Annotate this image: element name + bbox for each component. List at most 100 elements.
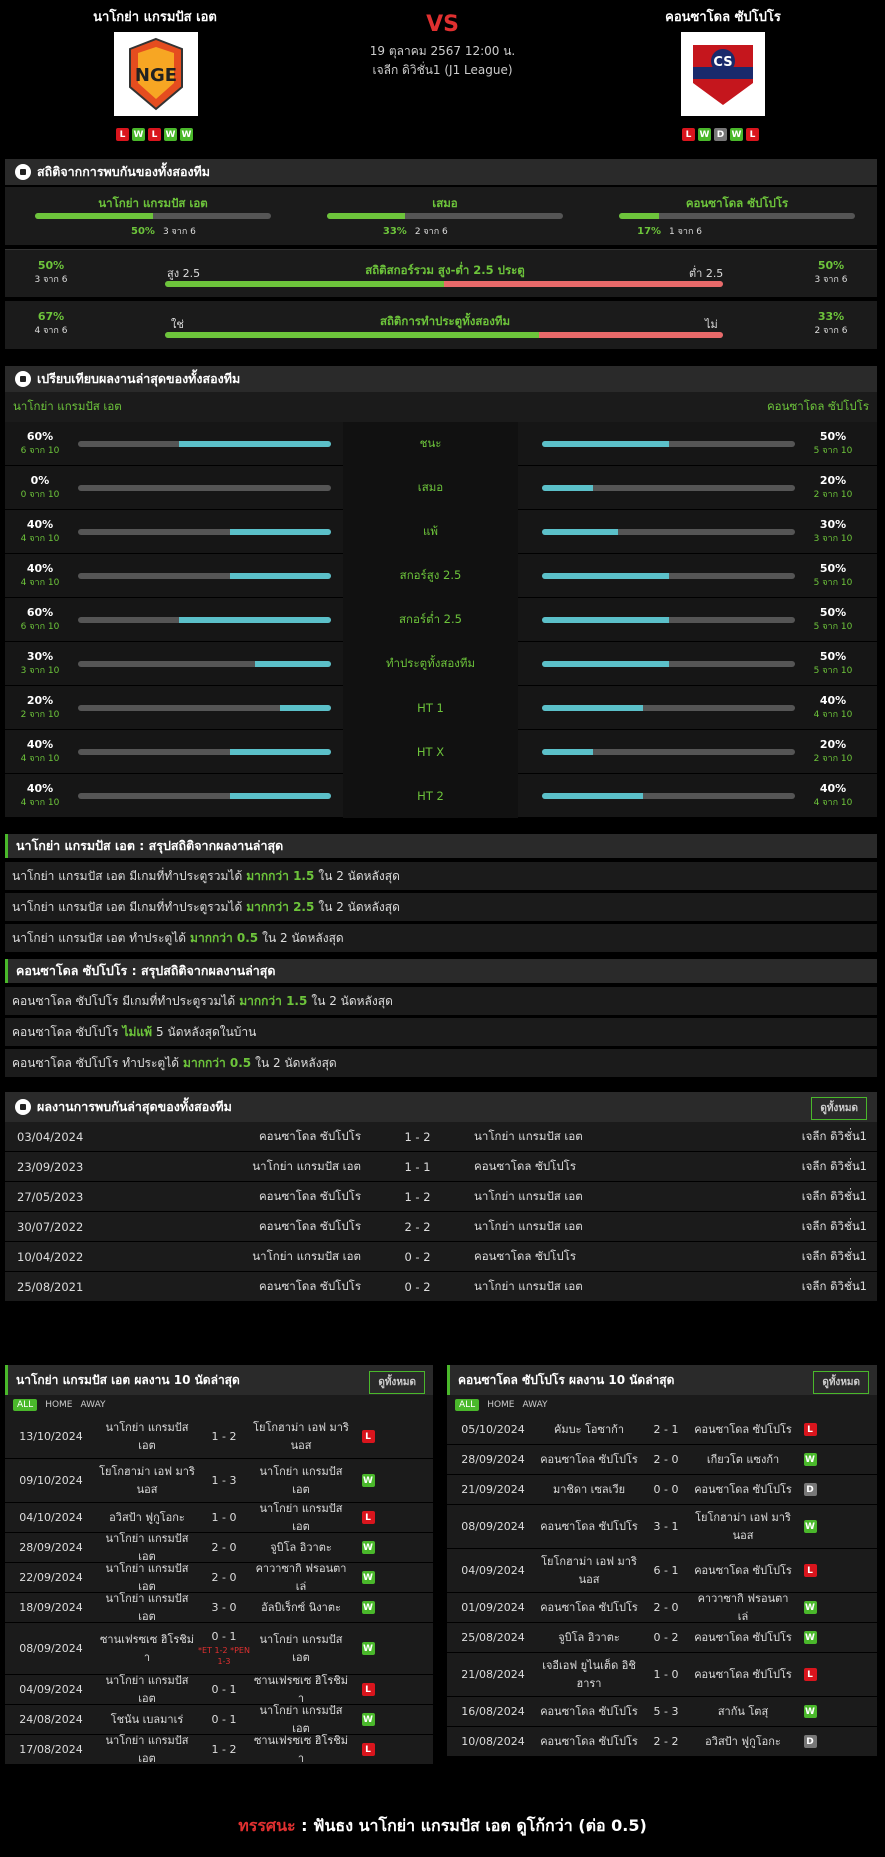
filter-all-tab[interactable]: ALL (455, 1399, 480, 1411)
compare-home-label[interactable]: นาโกย่า แกรมปัส เอต (13, 399, 122, 413)
away-team[interactable]: คาวาซากิ ฟรอนตาเล่ (255, 1561, 347, 1593)
away-team[interactable]: นาโกย่า แกรมปัส เอต (259, 1703, 343, 1735)
away-team[interactable]: คอนซาโดล ซัปโปโร (694, 1630, 792, 1644)
h2h-result-row[interactable]: 03/04/2024 คอนซาโดล ซัปโปโร 1 - 2 นาโกย่า แ… (5, 1122, 877, 1152)
last-match-row[interactable]: 24/08/2024 โชนัน เบลมาเร่ 0 - 1 นาโกย่า แกร… (5, 1703, 433, 1735)
compare-away-label[interactable]: คอนซาโดล ซัปโปโร (766, 399, 869, 413)
away-team-name[interactable]: คอนซาโดล ซัปโปโร (665, 10, 781, 25)
last-match-row[interactable]: 10/08/2024 คอนซาโดล ซัปโปโร 2 - 2 อวิสป้า ฟ… (447, 1727, 877, 1757)
home-team[interactable]: คอนซาโดล ซัปโปโร (258, 1188, 361, 1203)
home-team[interactable]: คอนซาโดล ซัปโปโร (258, 1218, 361, 1233)
away-team-logo[interactable]: CS (681, 32, 765, 116)
home-team[interactable]: คอนซาโดล ซัปโปโร (540, 1600, 638, 1614)
away-team[interactable]: เกียวโต แซงก้า (706, 1452, 780, 1466)
away-team[interactable]: นาโกย่า แกรมปัส เอต (259, 1632, 343, 1664)
home-team[interactable]: เจอีเอฟ ยูไนเต็ด อิชิฮารา (542, 1658, 636, 1690)
away-team[interactable]: อัลบิเร็กซ์ นิงาตะ (261, 1600, 341, 1614)
away-team[interactable]: ซานเฟรซเซ ฮิโรชิม่า (253, 1733, 349, 1765)
league[interactable]: เจลีก ดิวิชั่น1 (801, 1278, 867, 1293)
away-team[interactable]: คอนซาโดล ซัปโปโร (474, 1158, 577, 1173)
away-team[interactable]: นาโกย่า แกรมปัส เอต (474, 1278, 583, 1293)
home-team[interactable]: นาโกย่า แกรมปัส เอต (105, 1591, 189, 1623)
filter-away-tab[interactable]: AWAY (522, 1400, 548, 1410)
last-match-row[interactable]: 13/10/2024 นาโกย่า แกรมปัส เอต 1 - 2 โยโกฮา… (5, 1415, 433, 1459)
h2h-result-row[interactable]: 27/05/2023 คอนซาโดล ซัปโปโร 1 - 2 นาโกย่า แ… (5, 1182, 877, 1212)
match-date[interactable]: 03/04/2024 (17, 1129, 84, 1144)
last-match-row[interactable]: 28/09/2024 นาโกย่า แกรมปัส เอต 2 - 0 จูบิโล… (5, 1532, 433, 1563)
home-team[interactable]: มาชิดา เซลเวีย (552, 1482, 626, 1496)
last-match-row[interactable]: 04/09/2024 โยโกฮาม่า เอฟ มารินอส 6 - 1 คอนซ… (447, 1549, 877, 1593)
away-team[interactable]: โยโกฮาม่า เอฟ มารินอส (253, 1420, 349, 1452)
away-team[interactable]: อวิสป้า ฟูกูโอกะ (705, 1734, 781, 1748)
h2h-result-row[interactable]: 30/07/2022 คอนซาโดล ซัปโปโร 2 - 2 นาโกย่า แ… (5, 1212, 877, 1242)
home-team[interactable]: คอนซาโดล ซัปโปโร (540, 1519, 638, 1533)
home-team[interactable]: โชนัน เบลมาเร่ (110, 1712, 184, 1726)
match-date[interactable]: 27/05/2023 (17, 1189, 84, 1204)
home-team-name[interactable]: นาโกย่า แกรมปัส เอต (93, 10, 217, 25)
league[interactable]: เจลีก ดิวิชั่น1 (801, 1248, 867, 1263)
home-team[interactable]: คอนซาโดล ซัปโปโร (258, 1278, 361, 1293)
away-team[interactable]: คอนซาโดล ซัปโปโร (474, 1248, 577, 1263)
last-match-row[interactable]: 05/10/2024 คัมบะ โอซาก้า 2 - 1 คอนซาโดล ซัป… (447, 1415, 877, 1445)
home-team[interactable]: คอนซาโดล ซัปโปโร (540, 1704, 638, 1718)
h2h-result-row[interactable]: 10/04/2022 นาโกย่า แกรมปัส เอต 0 - 2 คอนซาโ… (5, 1242, 877, 1272)
last-match-row[interactable]: 21/08/2024 เจอีเอฟ ยูไนเต็ด อิชิฮารา 1 - 0… (447, 1653, 877, 1697)
league[interactable]: เจลีก ดิวิชั่น1 (801, 1158, 867, 1173)
home-team[interactable]: จูบิโล อิวาตะ (558, 1630, 620, 1644)
league[interactable]: เจลีก ดิวิชั่น1 (801, 1218, 867, 1233)
league[interactable]: เจลีก ดิวิชั่น1 (801, 1188, 867, 1203)
last-match-row[interactable]: 01/09/2024 คอนซาโดล ซัปโปโร 2 - 0 คาวาซากิ … (447, 1591, 877, 1623)
home-last10-view-all-button[interactable]: ดูทั้งหมด (369, 1371, 425, 1394)
home-team[interactable]: คอนซาโดล ซัปโปโร (258, 1128, 361, 1143)
away-team[interactable]: คอนซาโดล ซัปโปโร (694, 1563, 792, 1577)
away-team[interactable]: นาโกย่า แกรมปัส เอต (259, 1501, 343, 1533)
home-team-logo[interactable]: NGE (114, 32, 198, 116)
last-match-row[interactable]: 25/08/2024 จูบิโล อิวาตะ 0 - 2 คอนซาโดล ซัป… (447, 1623, 877, 1653)
filter-home-tab[interactable]: HOME (487, 1400, 515, 1410)
home-team[interactable]: นาโกย่า แกรมปัส เอต (252, 1158, 361, 1173)
last-match-row[interactable]: 09/10/2024 โยโกฮาม่า เอฟ มารินอส 1 - 3 นาโก… (5, 1459, 433, 1503)
match-date[interactable]: 10/04/2022 (17, 1249, 84, 1264)
last-match-row[interactable]: 17/08/2024 นาโกย่า แกรมปัส เอต 1 - 2 ซานเฟร… (5, 1733, 433, 1765)
away-team[interactable]: นาโกย่า แกรมปัส เอต (474, 1188, 583, 1203)
last-match-row[interactable]: 28/09/2024 คอนซาโดล ซัปโปโร 2 - 0 เกียวโต แ… (447, 1445, 877, 1475)
filter-all-tab[interactable]: ALL (13, 1399, 38, 1411)
last-match-row[interactable]: 08/09/2024 คอนซาโดล ซัปโปโร 3 - 1 โยโกฮาม่า… (447, 1505, 877, 1549)
away-team[interactable]: สากัน โตสุ (717, 1704, 769, 1718)
last-match-row[interactable]: 04/10/2024 อวิสป้า ฟูกูโอกะ 1 - 0 นาโกย่า แ… (5, 1501, 433, 1533)
home-team[interactable]: โยโกฮาม่า เอฟ มารินอส (99, 1464, 195, 1496)
home-team[interactable]: นาโกย่า แกรมปัส เอต (252, 1248, 361, 1263)
match-league[interactable]: เจลีก ดิวิชั่น1 (J1 League) (372, 63, 513, 77)
away-team[interactable]: จูบิโล อิวาตะ (270, 1540, 332, 1554)
last-match-row[interactable]: 22/09/2024 นาโกย่า แกรมปัส เอต 2 - 0 คาวาซา… (5, 1561, 433, 1593)
last-match-row[interactable]: 16/08/2024 คอนซาโดล ซัปโปโร 5 - 3 สากัน โตส… (447, 1697, 877, 1727)
away-team[interactable]: ซานเฟรซเซ ฮิโรชิม่า (253, 1673, 349, 1705)
away-team[interactable]: คาวาซากิ ฟรอนตาเล่ (697, 1591, 789, 1623)
league[interactable]: เจลีก ดิวิชั่น1 (801, 1128, 867, 1143)
home-team[interactable]: อวิสป้า ฟูกูโอกะ (109, 1510, 185, 1524)
match-date[interactable]: 30/07/2022 (17, 1219, 84, 1234)
home-team[interactable]: ซานเฟรซเซ ฮิโรชิม่า (99, 1632, 195, 1664)
home-team[interactable]: นาโกย่า แกรมปัส เอต (105, 1561, 189, 1593)
home-team[interactable]: โยโกฮาม่า เอฟ มารินอส (541, 1554, 637, 1586)
away-team[interactable]: นาโกย่า แกรมปัส เอต (474, 1218, 583, 1233)
h2h-result-row[interactable]: 25/08/2021 คอนซาโดล ซัปโปโร 0 - 2 นาโกย่า แ… (5, 1272, 877, 1302)
away-team[interactable]: นาโกย่า แกรมปัส เอต (259, 1464, 343, 1496)
last-match-row[interactable]: 08/09/2024 ซานเฟรซเซ ฮิโรชิม่า 0 - 1 *ET 1-… (5, 1623, 433, 1675)
away-team[interactable]: โยโกฮาม่า เอฟ มารินอส (695, 1510, 791, 1542)
last-match-row[interactable]: 04/09/2024 นาโกย่า แกรมปัส เอต 0 - 1 ซานเฟร… (5, 1673, 433, 1705)
home-team[interactable]: นาโกย่า แกรมปัส เอต (105, 1420, 189, 1452)
last-match-row[interactable]: 21/09/2024 มาชิดา เซลเวีย 0 - 0 คอนซาโดล ซั… (447, 1475, 877, 1505)
home-team[interactable]: นาโกย่า แกรมปัส เอต (105, 1673, 189, 1705)
match-date[interactable]: 23/09/2023 (17, 1159, 84, 1174)
filter-home-tab[interactable]: HOME (45, 1400, 73, 1410)
home-team[interactable]: คอนซาโดล ซัปโปโร (540, 1452, 638, 1466)
away-team[interactable]: คอนซาโดล ซัปโปโร (694, 1422, 792, 1436)
away-team[interactable]: คอนซาโดล ซัปโปโร (694, 1667, 792, 1681)
h2h-result-row[interactable]: 23/09/2023 นาโกย่า แกรมปัส เอต 1 - 1 คอนซาโ… (5, 1152, 877, 1182)
h2h-view-all-button[interactable]: ดูทั้งหมด (811, 1097, 867, 1120)
last-match-row[interactable]: 18/09/2024 นาโกย่า แกรมปัส เอต 3 - 0 อัลบิเ… (5, 1591, 433, 1623)
away-team[interactable]: คอนซาโดล ซัปโปโร (694, 1482, 792, 1496)
match-date[interactable]: 25/08/2021 (17, 1279, 84, 1294)
away-last10-view-all-button[interactable]: ดูทั้งหมด (813, 1371, 869, 1394)
